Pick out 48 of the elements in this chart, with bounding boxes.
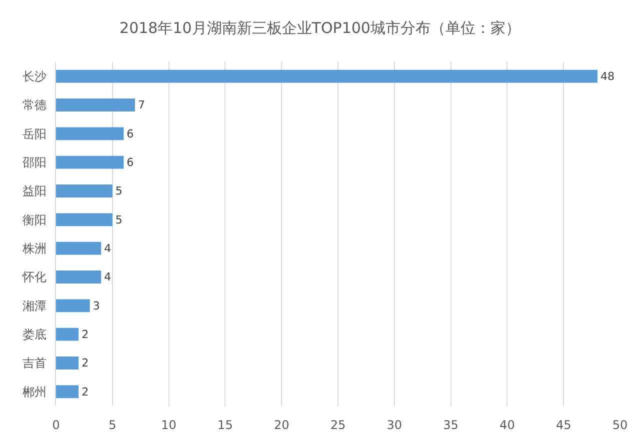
data-label: 6	[126, 127, 134, 140]
bar	[56, 213, 112, 226]
x-tick-label: 35	[443, 418, 458, 432]
bar	[56, 328, 79, 341]
bar	[56, 299, 90, 312]
y-tick-label: 娄底	[22, 328, 47, 342]
y-tick-label: 长沙	[22, 70, 47, 84]
y-tick-label: 岳阳	[22, 126, 47, 141]
y-tick-label: 郴州	[22, 384, 47, 399]
data-label: 6	[126, 156, 134, 170]
x-tick-label: 50	[612, 418, 628, 432]
x-tick-label: 10	[161, 418, 176, 432]
data-label: 3	[92, 299, 100, 312]
x-tick-label: 40	[500, 418, 515, 432]
data-label: 2	[82, 385, 89, 398]
x-tick-label: 5	[108, 418, 116, 432]
bar	[56, 127, 124, 140]
x-tick-label: 15	[218, 418, 233, 432]
y-tick-label: 湘潭	[22, 298, 47, 313]
bar	[56, 70, 598, 83]
bar	[56, 242, 102, 255]
chart-title: 2018年10月湖南新三板企业TOP100城市分布（单位：家）	[120, 18, 520, 37]
data-label: 2	[82, 356, 89, 370]
bar	[56, 156, 124, 169]
bar	[56, 356, 79, 370]
y-tick-label: 株洲	[22, 242, 47, 256]
data-label: 5	[115, 184, 122, 198]
data-label: 4	[104, 270, 112, 284]
data-label: 48	[600, 70, 615, 84]
data-label: 4	[104, 242, 112, 256]
bar	[56, 270, 102, 284]
data-label: 5	[115, 213, 122, 226]
y-tick-label: 吉首	[22, 356, 47, 370]
bar	[56, 385, 79, 398]
bar	[56, 184, 112, 198]
y-tick-label: 邵阳	[22, 156, 47, 170]
x-tick-label: 20	[274, 418, 290, 432]
bar	[56, 98, 135, 112]
y-tick-label: 常德	[22, 98, 47, 112]
x-tick-label: 45	[556, 418, 572, 432]
data-label: 2	[82, 328, 89, 342]
data-label: 7	[138, 98, 145, 112]
x-tick-label: 30	[386, 418, 402, 432]
y-tick-label: 怀化	[22, 270, 47, 284]
y-tick-label: 衡阳	[22, 212, 47, 227]
y-tick-label: 益阳	[22, 184, 47, 198]
x-tick-label: 25	[330, 418, 346, 432]
x-tick-label: 0	[52, 418, 60, 432]
